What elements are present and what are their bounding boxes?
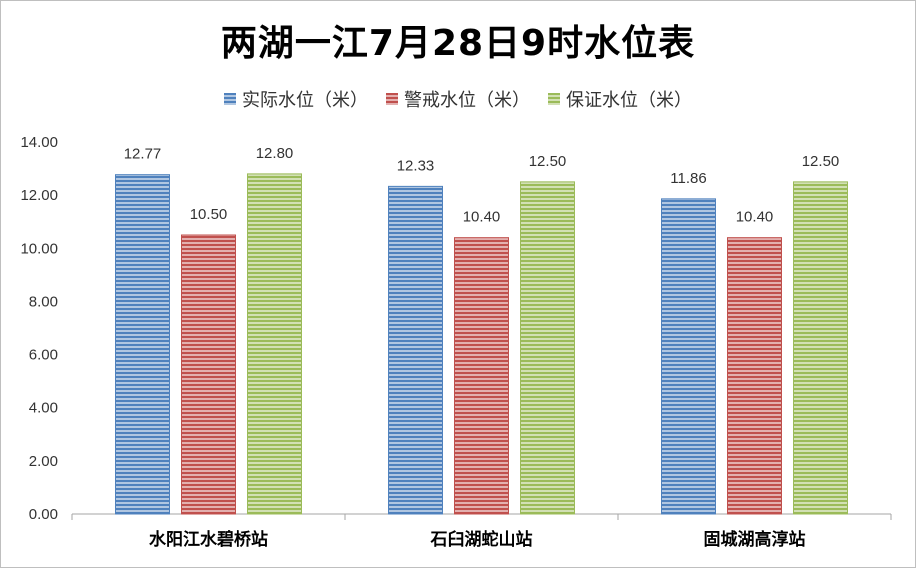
data-label-0-2: 12.80	[256, 145, 294, 162]
bar-2-1	[727, 237, 782, 515]
x-category-label-1: 石臼湖蛇山站	[430, 529, 533, 550]
x-category-label-0: 水阳江水碧桥站	[149, 529, 268, 550]
data-label-0-0: 12.77	[124, 146, 162, 163]
bar-0-1	[181, 234, 236, 515]
legend-label-0: 实际水位（米）	[242, 90, 368, 111]
y-tick-label-6: 12.00	[20, 187, 58, 204]
data-label-1-1: 10.40	[463, 209, 501, 226]
legend-label-1: 警戒水位（米）	[404, 90, 530, 111]
data-label-0-1: 10.50	[190, 206, 228, 223]
legend-label-2: 保证水位（米）	[566, 90, 692, 111]
y-tick-label-7: 14.00	[20, 134, 58, 151]
legend-item-2: 保证水位（米）	[548, 86, 692, 112]
data-label-2-2: 12.50	[802, 153, 840, 170]
y-tick-label-3: 6.00	[29, 347, 58, 364]
bar-2-2	[793, 181, 848, 515]
bar-1-2	[520, 181, 575, 515]
y-tick-label-0: 0.00	[29, 506, 58, 523]
bar-0-0	[115, 174, 170, 515]
legend-swatch-1	[386, 93, 398, 105]
x-category-label-2: 固城湖高淳站	[704, 529, 806, 550]
legend-item-1: 警戒水位（米）	[386, 86, 530, 112]
legend-swatch-0	[224, 93, 236, 105]
y-tick-label-1: 2.00	[29, 453, 58, 470]
chart-title: 两湖一江7月28日9时水位表	[220, 23, 696, 64]
y-tick-label-5: 10.00	[20, 240, 58, 257]
bar-0-2	[247, 173, 302, 515]
data-label-2-1: 10.40	[736, 209, 774, 226]
legend-swatch-2	[548, 93, 560, 105]
legend-item-0: 实际水位（米）	[224, 86, 368, 112]
bar-1-1	[454, 237, 509, 515]
bar-2-0	[661, 198, 716, 515]
bar-1-0	[388, 185, 443, 515]
data-label-2-0: 11.86	[670, 170, 706, 187]
data-label-1-2: 12.50	[529, 153, 567, 170]
chart-legend: 实际水位（米） 警戒水位（米） 保证水位（米）	[0, 86, 916, 112]
y-tick-label-2: 4.00	[29, 400, 58, 417]
data-label-1-0: 12.33	[397, 157, 435, 174]
y-tick-label-4: 8.00	[29, 293, 58, 310]
